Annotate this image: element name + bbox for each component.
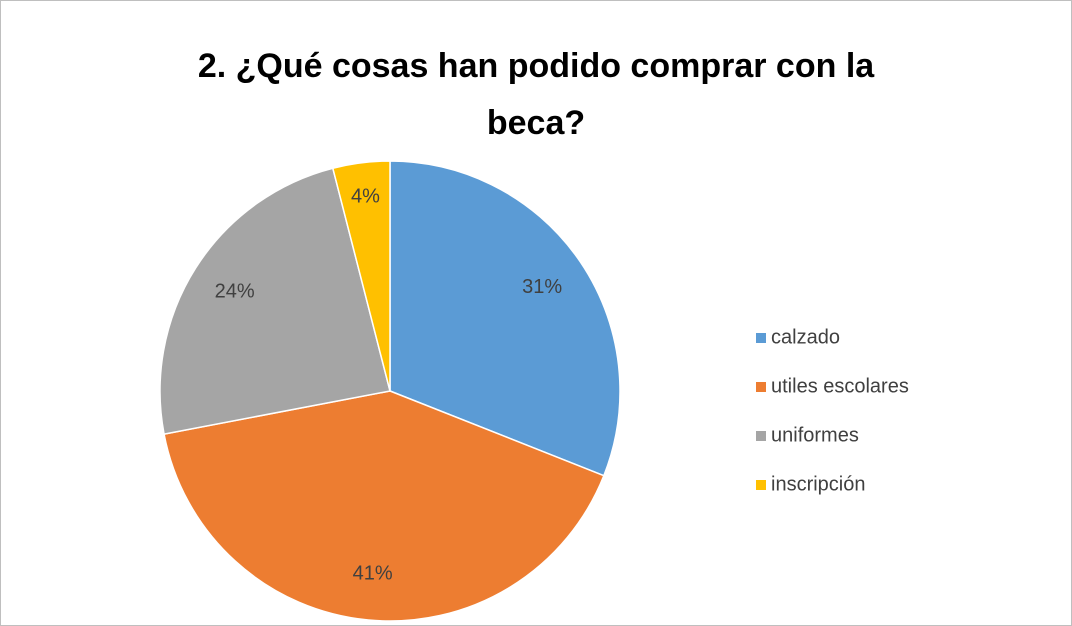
pie-slice (159, 167, 391, 435)
pie-slice (331, 160, 391, 392)
legend-label: utiles escolares (771, 375, 909, 397)
legend-label: uniformes (771, 424, 859, 446)
data-label: 31% (522, 276, 562, 298)
chart-title: 2. ¿Qué cosas han podido comprar con la … (197, 47, 875, 142)
data-label: 4% (351, 185, 380, 207)
legend-swatch (756, 382, 766, 392)
legend-label: calzado (771, 326, 840, 348)
data-label: 24% (215, 281, 255, 303)
legend-swatch (756, 333, 766, 343)
legend-swatch (756, 431, 766, 441)
pie-slice (389, 160, 621, 477)
data-label: 41% (353, 562, 393, 584)
legend-label: inscripción (771, 473, 865, 495)
pie-slice (163, 390, 605, 622)
legend-swatch (756, 480, 766, 490)
